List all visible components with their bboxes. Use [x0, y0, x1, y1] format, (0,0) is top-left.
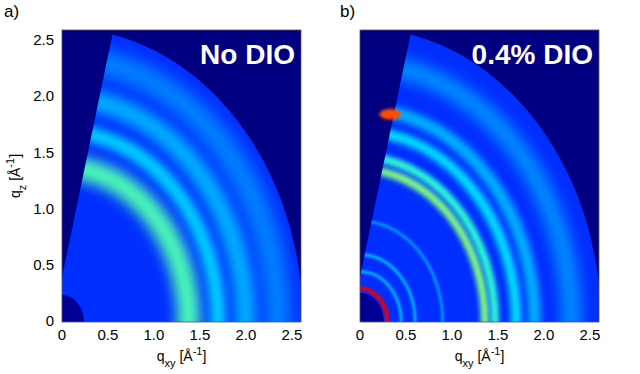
x-tick-label: 1.5: [189, 326, 210, 343]
scattering-ring: [360, 221, 443, 322]
panel: No DIO a) 0 0.5 1.0 1.5 2.0 2.5 0 0.5 1.0 1.5 2.0 2.5…: [0, 2, 303, 374]
plot-frame: [62, 30, 301, 322]
y-tick-label: 0: [46, 312, 54, 329]
x-tick-label: 1.0: [143, 326, 164, 343]
bragg-spot: [379, 109, 401, 120]
axis-title-part: [Å: [176, 348, 194, 364]
panel: 0.4% DIOb)00.51.01.52.02.5qxy [Å-1]: [149, 2, 601, 374]
wedge-content: [360, 64, 571, 322]
x-tick-label: 0: [356, 326, 364, 343]
x-tick-label: 1.0: [441, 326, 462, 343]
axis-title-part: q: [7, 190, 23, 198]
wedge-content: [62, 58, 278, 322]
scattering-ring: [360, 169, 485, 322]
y-tick-label: 2.5: [33, 31, 54, 48]
scattering-ring: [360, 288, 388, 322]
beamstop: [360, 293, 384, 322]
x-tick-label: 1.5: [487, 326, 508, 343]
y-tick-label: 2.0: [33, 87, 54, 104]
axis-title-part: ]: [202, 348, 206, 364]
data-area: [360, 34, 599, 322]
x-tick-label: 0.5: [396, 326, 417, 343]
scattering-ring: [360, 64, 571, 322]
scattering-ring: [360, 255, 415, 322]
x-tick-label: 0: [58, 326, 66, 343]
plot-frame: [360, 30, 599, 322]
axis-title-part: -1: [491, 345, 501, 357]
x-tick-label: 2.5: [281, 326, 302, 343]
axis-title-part: ]: [500, 348, 504, 364]
axis-title-part: [Å: [474, 348, 492, 364]
panel-title: 0.4% DIO: [472, 39, 593, 70]
scattering-ring: [62, 58, 278, 322]
axis-title-part: xy: [463, 357, 475, 369]
axis-title-part: ]: [7, 154, 23, 158]
y-axis-title: qz [Å-1]: [4, 154, 28, 198]
scattering-ring: [360, 271, 401, 322]
y-tick-label: 1.5: [33, 144, 54, 161]
data-area: [62, 34, 301, 322]
axis-title-part: [Å: [7, 167, 23, 185]
x-tick-label: 2.5: [579, 326, 600, 343]
y-tick-label: 0.5: [33, 256, 54, 273]
y-tick-label: 1.0: [33, 200, 54, 217]
panel-letter: b): [340, 2, 355, 21]
axis-title-part: xy: [165, 357, 177, 369]
x-axis-title: qxy [Å-1]: [455, 345, 505, 369]
x-tick-label: 2.0: [235, 326, 256, 343]
panel-title: No DIO: [200, 39, 295, 70]
x-axis-title: qxy [Å-1]: [157, 345, 207, 369]
figure: No DIO a) 0 0.5 1.0 1.5 2.0 2.5 0 0.5 1.0 1.5 2.0 2.5…: [0, 0, 640, 374]
beamstop: [62, 295, 84, 322]
x-tick-label: 2.0: [533, 326, 554, 343]
scattering-ring: [360, 131, 516, 322]
axis-title-part: -1: [193, 345, 203, 357]
panel-letter: a): [4, 2, 19, 21]
axis-title-part: q: [455, 348, 463, 364]
axis-title-part: q: [157, 348, 165, 364]
axis-title-part: -1: [4, 158, 16, 168]
scattering-ring: [360, 157, 495, 322]
x-tick-label: 0.5: [98, 326, 119, 343]
